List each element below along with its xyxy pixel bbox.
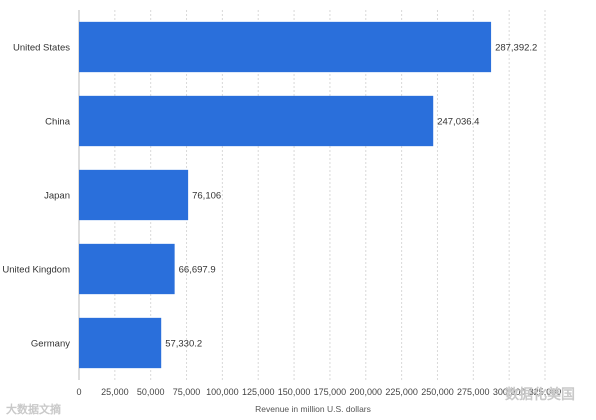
category-label: Germany [31, 339, 70, 350]
x-tick-label: 150,000 [278, 387, 311, 397]
data-label: 57,330.2 [165, 339, 202, 350]
x-tick-label: 175,000 [314, 387, 347, 397]
category-label: United States [13, 43, 70, 54]
category-label: China [45, 117, 71, 128]
x-tick-label: 275,000 [457, 387, 490, 397]
x-tick-label: 100,000 [206, 387, 239, 397]
x-tick-label: 125,000 [242, 387, 275, 397]
bar [79, 317, 162, 369]
data-labels: 287,392.2 247,036.4 76,106 66,697.9 57,330.2 [165, 43, 537, 350]
watermark-left: 大数据文摘 [6, 404, 61, 416]
x-tick-label: 50,000 [137, 387, 165, 397]
x-tick-label: 225,000 [385, 387, 418, 397]
x-tick-label: 25,000 [101, 387, 129, 397]
watermark-right: 数据化美国 [505, 386, 575, 402]
x-tick-label: 325,000 [529, 387, 562, 397]
x-tick-label: 75,000 [173, 387, 201, 397]
data-label: 76,106 [192, 191, 221, 202]
category-label: United Kingdom [2, 265, 70, 276]
x-tick-label: 300,000 [493, 387, 526, 397]
data-label: 66,697.9 [179, 265, 216, 276]
bar [79, 243, 175, 295]
x-tick-label: 200,000 [349, 387, 382, 397]
x-tick-label: 250,000 [421, 387, 454, 397]
bars [79, 21, 492, 369]
category-labels: United States China Japan United Kingdom Ger… [2, 43, 70, 350]
bar [79, 169, 189, 221]
data-label: 247,036.4 [437, 117, 479, 128]
bar [79, 21, 492, 73]
category-label: Japan [44, 191, 70, 202]
x-tick-labels: 0 25,000 50,000 75,000 100,000 125,000 150,000… [76, 387, 561, 397]
x-tick-label: 0 [76, 387, 81, 397]
data-label: 287,392.2 [495, 43, 537, 54]
bar [79, 95, 434, 147]
x-axis-title: Revenue in million U.S. dollars [255, 404, 371, 414]
